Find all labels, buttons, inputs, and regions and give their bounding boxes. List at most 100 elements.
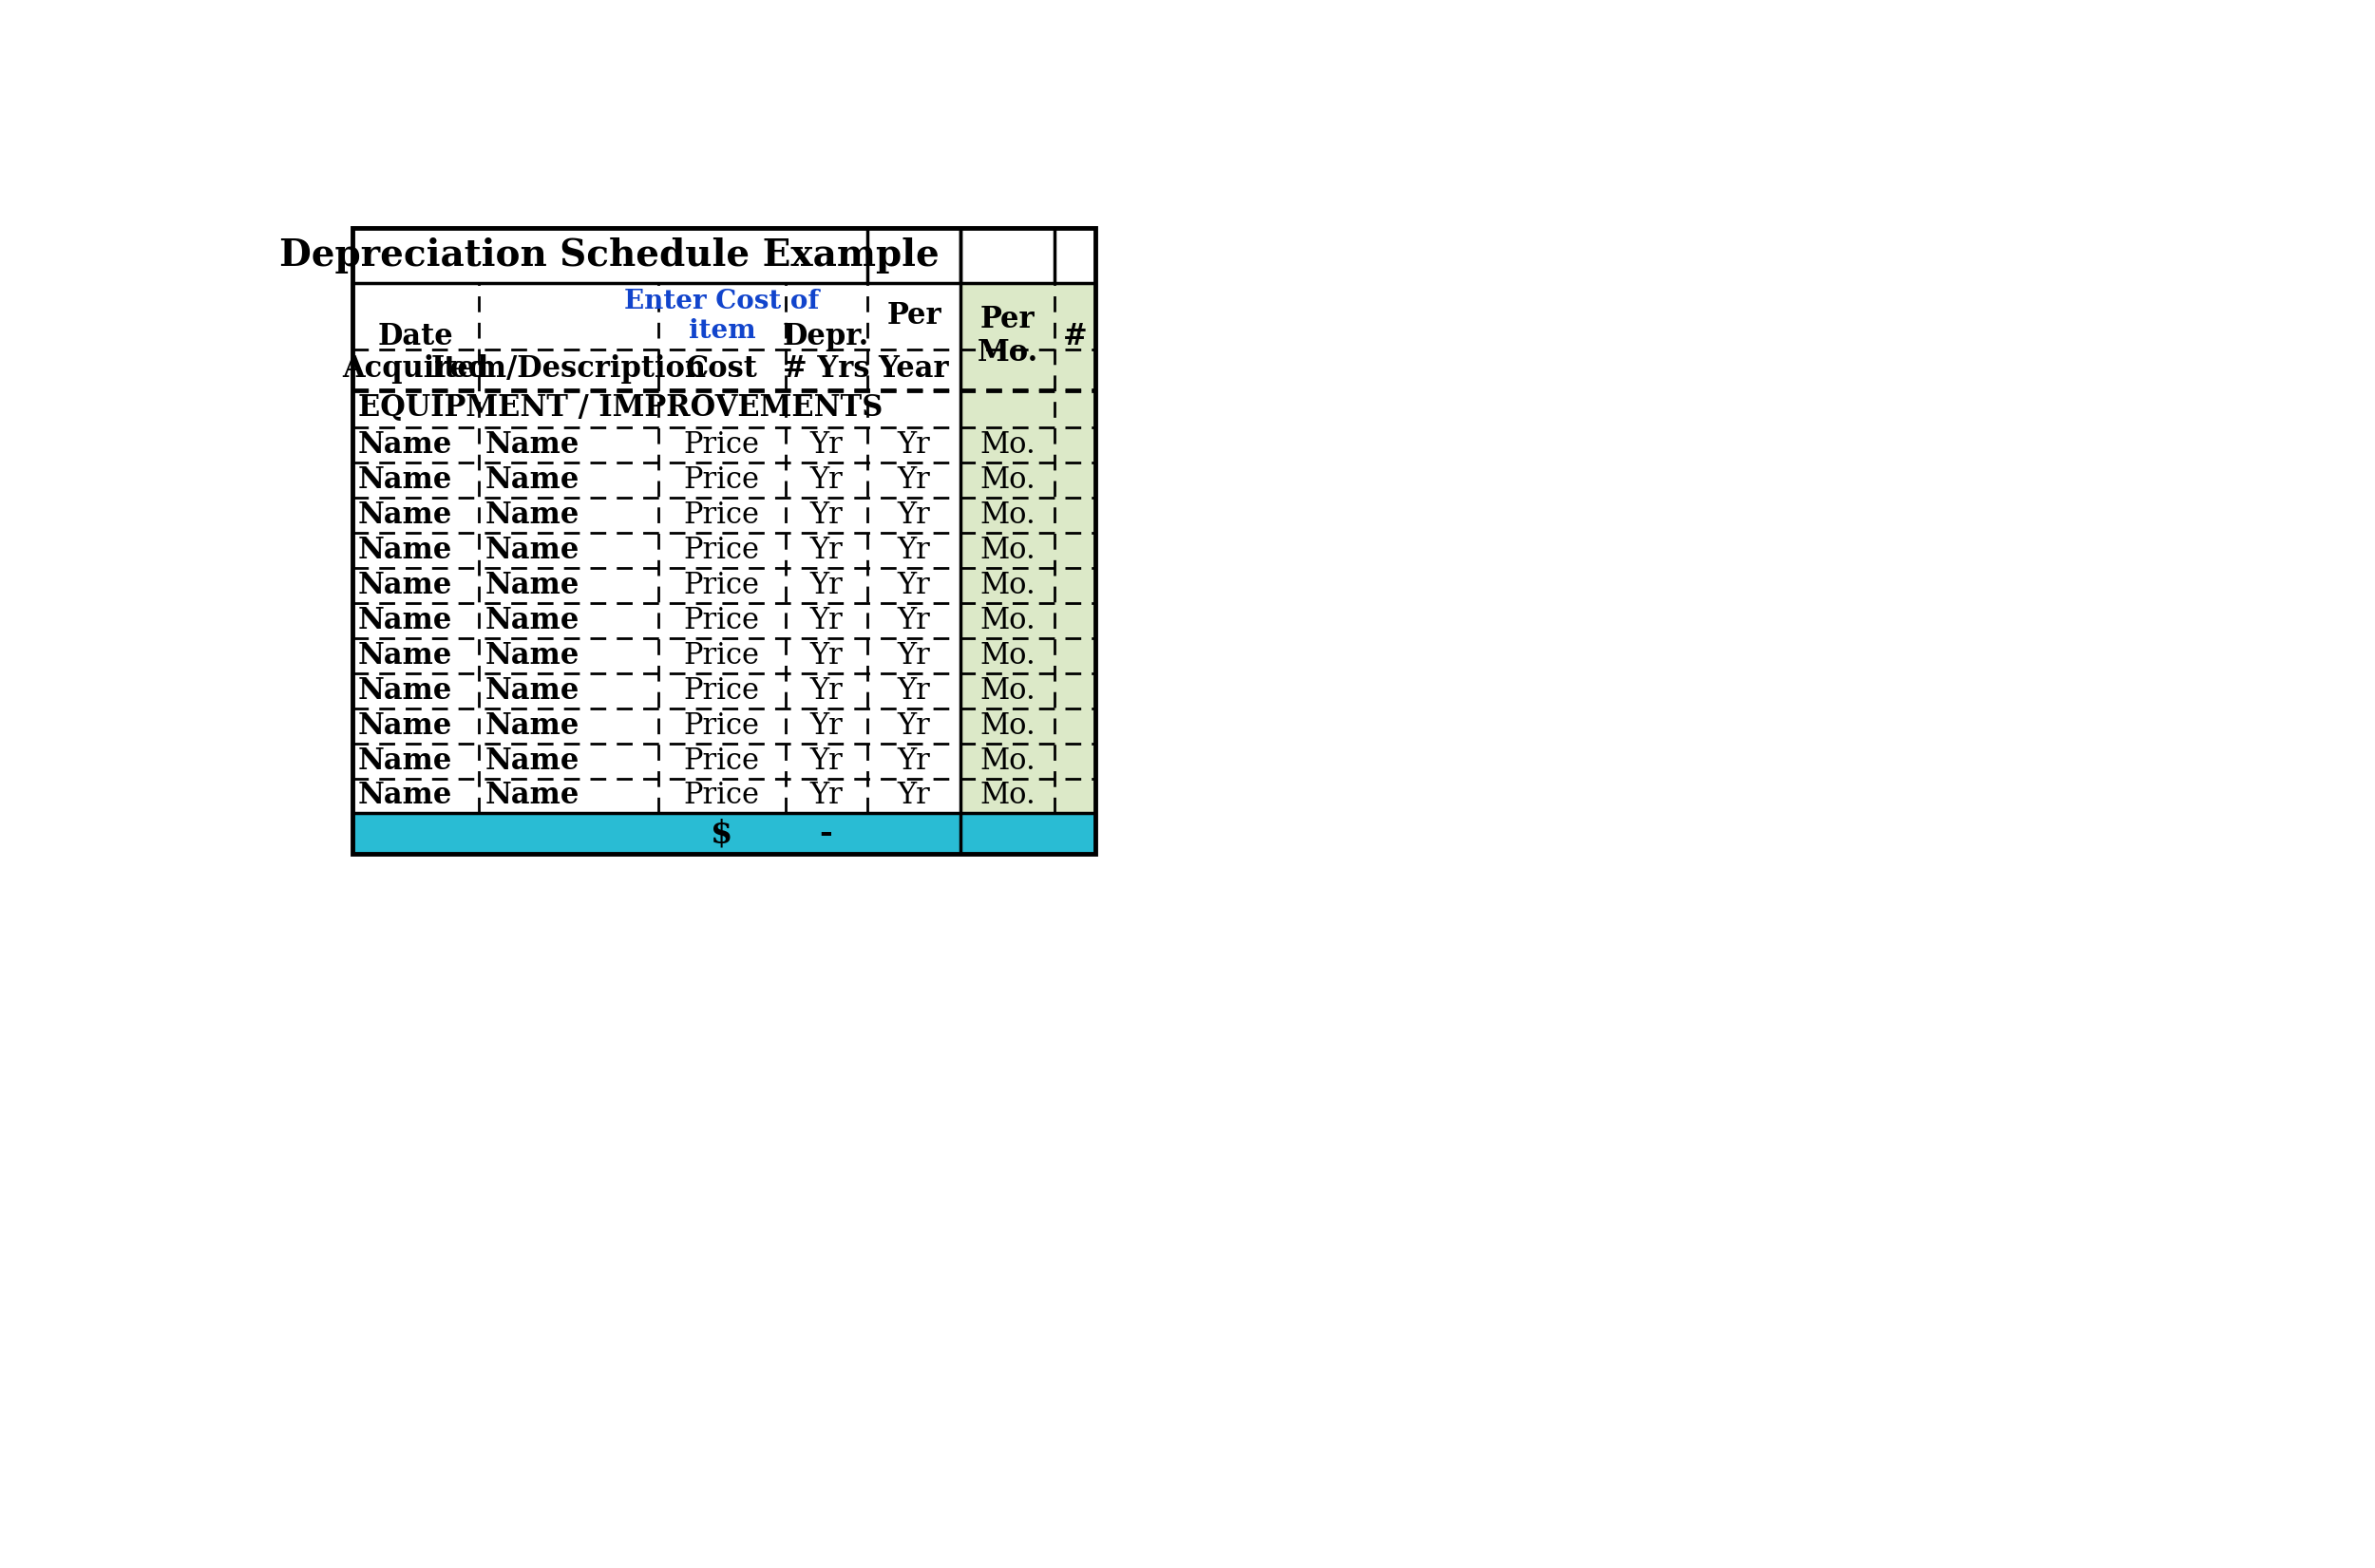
Text: Mo.: Mo. — [981, 605, 1036, 635]
Bar — [480, 743, 658, 778]
Bar — [867, 463, 962, 497]
Text: # Yrs: # Yrs — [784, 354, 869, 384]
Text: Yr: Yr — [810, 466, 843, 494]
Bar — [352, 673, 480, 709]
Text: Depreciation Schedule Example: Depreciation Schedule Example — [280, 238, 941, 274]
Text: Price: Price — [684, 710, 760, 740]
Text: Yr: Yr — [810, 781, 843, 811]
Text: Name: Name — [359, 535, 451, 564]
Text: Yr: Yr — [810, 535, 843, 564]
Bar — [786, 602, 867, 638]
Bar — [480, 602, 658, 638]
Bar — [962, 673, 1054, 709]
Bar — [867, 497, 962, 533]
Text: Acquired: Acquired — [342, 354, 489, 384]
Text: Enter Cost of
item: Enter Cost of item — [625, 289, 819, 343]
Text: #: # — [1064, 321, 1088, 351]
Text: Price: Price — [684, 500, 760, 530]
Text: Mo.: Mo. — [981, 676, 1036, 706]
Bar — [867, 673, 962, 709]
Bar — [1054, 602, 1095, 638]
Text: Name: Name — [359, 571, 451, 601]
Text: Yr: Yr — [810, 571, 843, 601]
Text: Mo.: Mo. — [981, 781, 1036, 811]
Bar — [786, 814, 867, 853]
Text: Yr: Yr — [898, 466, 931, 494]
Bar — [480, 428, 658, 463]
Bar — [352, 389, 480, 428]
Text: Price: Price — [684, 430, 760, 459]
Text: Mo.: Mo. — [981, 641, 1036, 670]
Bar — [658, 602, 786, 638]
Bar — [962, 709, 1054, 743]
Bar — [352, 638, 480, 673]
Bar — [786, 463, 867, 497]
Text: -: - — [819, 818, 834, 850]
Bar — [480, 778, 658, 814]
Text: Mo.: Mo. — [981, 571, 1036, 601]
Text: Mo.: Mo. — [981, 535, 1036, 564]
Bar — [658, 389, 786, 428]
Bar — [352, 743, 480, 778]
Bar — [786, 778, 867, 814]
Bar — [867, 533, 962, 568]
Bar — [1054, 568, 1095, 602]
Bar — [480, 389, 658, 428]
Text: Mo.: Mo. — [981, 710, 1036, 740]
Bar — [786, 284, 867, 389]
Text: Price: Price — [684, 571, 760, 601]
Bar — [786, 229, 867, 284]
Bar — [658, 533, 786, 568]
Bar — [962, 638, 1054, 673]
Bar — [786, 533, 867, 568]
Bar — [658, 778, 786, 814]
Text: Year: Year — [879, 354, 950, 384]
Text: Name: Name — [359, 710, 451, 740]
Bar — [352, 568, 480, 602]
Bar — [962, 743, 1054, 778]
Bar — [1054, 638, 1095, 673]
Text: Name: Name — [484, 781, 580, 811]
Text: Name: Name — [359, 605, 451, 635]
Text: Price: Price — [684, 605, 760, 635]
Bar — [962, 463, 1054, 497]
Bar — [867, 389, 962, 428]
Text: Price: Price — [684, 641, 760, 670]
Bar — [1054, 389, 1095, 428]
Bar — [962, 568, 1054, 602]
Bar — [352, 428, 480, 463]
Bar — [352, 814, 480, 853]
Text: Name: Name — [359, 500, 451, 530]
Text: $: $ — [710, 818, 734, 850]
Text: EQUIPMENT / IMPROVEMENTS: EQUIPMENT / IMPROVEMENTS — [359, 394, 884, 423]
Bar — [867, 778, 962, 814]
Text: Name: Name — [359, 641, 451, 670]
Bar — [786, 638, 867, 673]
Text: Date: Date — [378, 321, 454, 351]
Text: Yr: Yr — [810, 605, 843, 635]
Text: Item/Description: Item/Description — [430, 354, 705, 384]
Text: Yr: Yr — [810, 746, 843, 776]
Bar — [352, 284, 480, 389]
Bar — [352, 229, 480, 284]
Bar — [1054, 673, 1095, 709]
Bar — [1054, 533, 1095, 568]
Bar — [786, 428, 867, 463]
Bar — [480, 533, 658, 568]
Bar — [786, 709, 867, 743]
Bar — [962, 602, 1054, 638]
Text: Mo.: Mo. — [981, 746, 1036, 776]
Bar — [1054, 814, 1095, 853]
Bar — [480, 568, 658, 602]
Bar — [658, 428, 786, 463]
Text: Yr: Yr — [810, 430, 843, 459]
Text: Name: Name — [484, 710, 580, 740]
Text: Yr: Yr — [898, 641, 931, 670]
Bar — [962, 778, 1054, 814]
Bar — [867, 428, 962, 463]
Text: Yr: Yr — [898, 430, 931, 459]
Bar — [480, 497, 658, 533]
Bar — [786, 673, 867, 709]
Text: Name: Name — [359, 430, 451, 459]
Text: Yr: Yr — [898, 500, 931, 530]
